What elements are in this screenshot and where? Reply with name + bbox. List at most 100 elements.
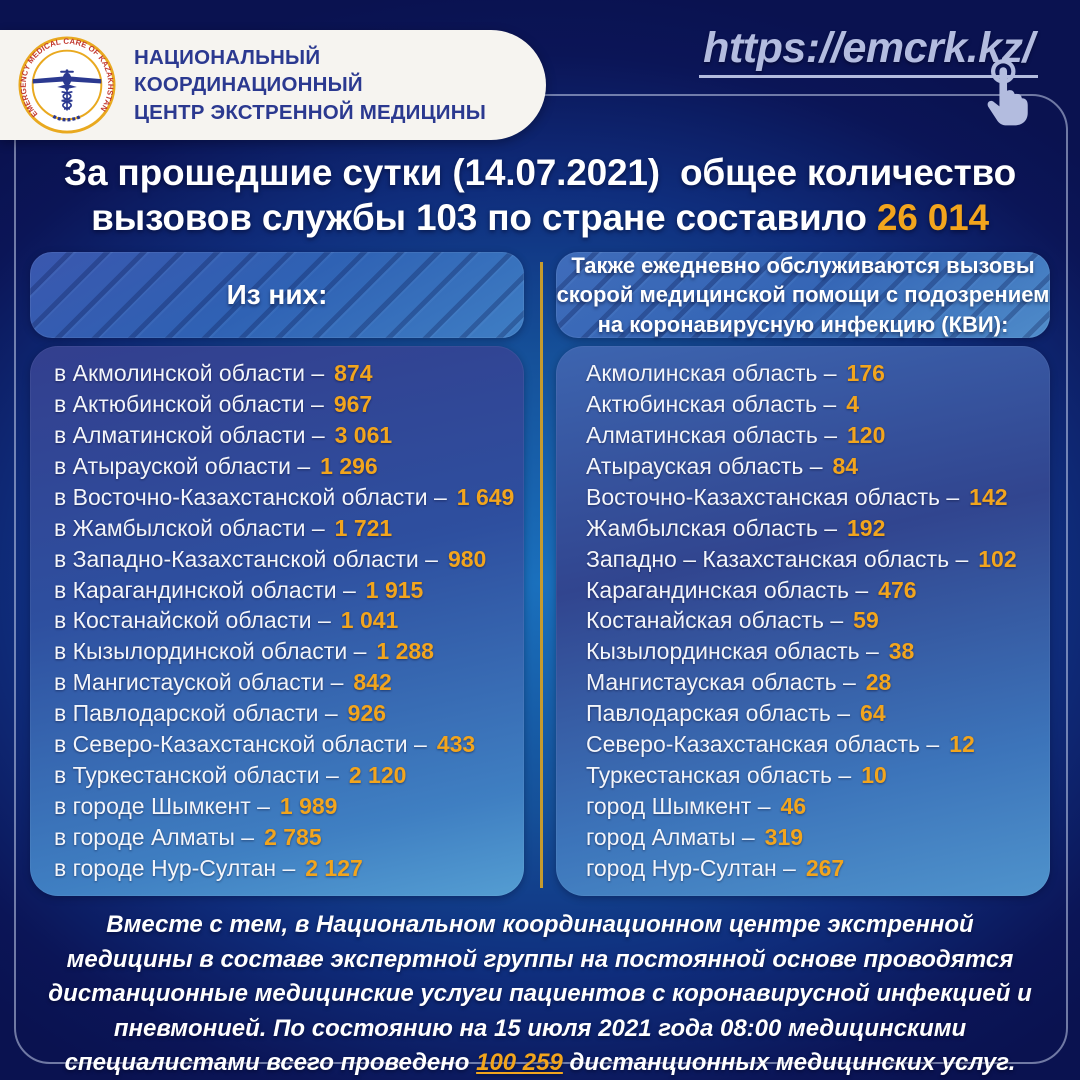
website-link[interactable]: https://emcrk.kz/ <box>699 24 1038 78</box>
org-name-line2: ЦЕНТР ЭКСТРЕННОЙ МЕДИЦИНЫ <box>134 100 486 124</box>
list-item: город Шымкент – 46 <box>586 791 1044 822</box>
region-label: в Жамбылской области – <box>54 514 325 541</box>
region-value: 319 <box>764 824 804 851</box>
right-panel-header-line1: Также ежедневно обслуживаются вызовы <box>571 253 1035 279</box>
left-panel-header: Из них: <box>30 252 524 338</box>
region-value: 4 <box>846 390 860 417</box>
region-label: в Кызылординской области – <box>54 638 367 665</box>
region-label: Западно – Казахстанская область – <box>586 545 969 572</box>
region-value: 2 785 <box>264 824 322 851</box>
list-item: Западно – Казахстанская область – 102 <box>586 544 1044 575</box>
title-line2-text: вызовов службы 103 по стране составило <box>91 197 877 239</box>
list-item: в Кызылординской области – 1 288 <box>54 636 518 667</box>
region-value: 1 296 <box>320 452 378 479</box>
list-item: Жамбылская область – 192 <box>586 513 1044 544</box>
region-value: 1 041 <box>340 607 399 634</box>
list-item: в Мангистауской области – 842 <box>54 667 518 698</box>
region-label: в Актюбинской области – <box>54 390 324 417</box>
title-line1: За прошедшие сутки (14.07.2021) общее ко… <box>64 152 1016 193</box>
region-label: в Мангистауской области – <box>54 669 344 696</box>
right-region-call-list: Акмолинская область – 176 Актюбинская об… <box>556 346 1050 896</box>
list-item: в Туркестанской области – 2 120 <box>54 760 518 791</box>
footer-note: Вместе с тем, в Национальном координацио… <box>40 908 1040 1080</box>
right-panel-header-line2: скорой медицинской помощи с подозрением <box>556 282 1050 308</box>
tap-hand-cursor-icon <box>987 59 1028 126</box>
list-item: в городе Алматы – 2 785 <box>54 822 518 853</box>
org-name: НАЦИОНАЛЬНЫЙ КООРДИНАЦИОННЫЙ ЦЕНТР ЭКСТР… <box>134 44 546 125</box>
list-item: Туркестанская область – 10 <box>586 760 1044 791</box>
list-item: в Павлодарской области – 926 <box>54 698 518 729</box>
region-value: 967 <box>333 390 373 417</box>
region-value: 176 <box>846 359 885 386</box>
region-label: Костанайская область – <box>586 607 844 634</box>
region-label: Актюбинская область – <box>586 390 837 417</box>
region-label: в Атырауской области – <box>54 452 311 479</box>
region-value: 874 <box>334 359 373 386</box>
list-item: Акмолинская область – 176 <box>586 358 1044 389</box>
region-label: Акмолинская область – <box>586 359 837 386</box>
list-item: в городе Нур-Султан – 2 127 <box>54 853 518 884</box>
list-item: в Северо-Казахстанской области – 433 <box>54 729 518 760</box>
region-value: 10 <box>861 762 887 789</box>
left-column: Из них: в Акмолинской области – 874 в Ак… <box>30 252 524 896</box>
right-panel-header-line3: на коронавирусную инфекцию (КВИ): <box>597 311 1009 337</box>
region-value: 12 <box>949 731 975 758</box>
region-value: 3 061 <box>334 421 393 448</box>
region-value: 267 <box>805 854 845 881</box>
list-item: Северо-Казахстанская область – 12 <box>586 729 1044 760</box>
title-line2: вызовов службы 103 по стране составило 2… <box>0 195 1080 240</box>
list-item: Актюбинская область – 4 <box>586 389 1044 420</box>
list-item: в Алматинской области – 3 061 <box>54 420 518 451</box>
region-value: 38 <box>888 638 915 665</box>
region-label: город Нур-Султан – <box>586 854 796 881</box>
region-value: 476 <box>878 576 917 603</box>
remote-services-total: 100 259 <box>476 1049 563 1077</box>
region-label: Жамбылская область – <box>586 514 838 541</box>
list-item: Восточно-Казахстанская область – 142 <box>586 482 1044 513</box>
page-title: За прошедшие сутки (14.07.2021) общее ко… <box>0 150 1080 240</box>
list-item: Кызылординская область – 38 <box>586 636 1044 667</box>
list-item: в Восточно-Казахстанской области – 1 649 <box>54 482 518 513</box>
region-label: Атырауская область – <box>586 452 823 479</box>
left-panel-header-text: Из них: <box>226 279 328 310</box>
region-label: Карагандинская область – <box>586 576 869 603</box>
region-label: Мангистауская область – <box>586 669 856 696</box>
region-value: 102 <box>978 545 1017 572</box>
region-label: в Восточно-Казахстанской области – <box>54 483 447 510</box>
list-item: Атырауская область – 84 <box>586 451 1044 482</box>
region-value: 120 <box>847 421 886 448</box>
region-label: в городе Шымкент – <box>54 793 270 820</box>
region-value: 46 <box>780 793 807 820</box>
website-link-wrap: https://emcrk.kz/ <box>699 24 1038 78</box>
region-value: 2 127 <box>305 854 363 881</box>
list-item: Карагандинская область – 476 <box>586 575 1044 606</box>
org-name-line1: НАЦИОНАЛЬНЫЙ КООРДИНАЦИОННЫЙ <box>134 46 363 97</box>
list-item: в Западно-Казахстанской области – 980 <box>54 544 518 575</box>
list-item: Мангистауская область – 28 <box>586 667 1044 698</box>
list-item: город Нур-Султан – 267 <box>586 853 1044 884</box>
list-item: в Карагандинской области – 1 915 <box>54 575 518 606</box>
footer-text-before: Вместе с тем, в Национальном координацио… <box>48 911 1032 1077</box>
region-value: 1 649 <box>456 483 515 510</box>
list-item: Алматинская область – 120 <box>586 420 1044 451</box>
region-value: 28 <box>865 669 892 696</box>
region-value: 1 989 <box>279 793 338 820</box>
region-value: 84 <box>832 452 859 479</box>
emergency-medical-care-logo-icon: EMERGENCY MEDICAL CARE OF KAZAKHSTAN <box>18 36 116 134</box>
region-label: город Шымкент – <box>586 793 771 820</box>
total-calls-value: 26 014 <box>876 197 989 239</box>
footer-text-after: дистанционных медицинских услуг. <box>562 1049 1016 1077</box>
region-label: Северо-Казахстанская область – <box>586 731 940 758</box>
region-label: в Алматинской области – <box>54 421 325 448</box>
list-item: в Костанайской области – 1 041 <box>54 606 518 637</box>
region-label: в Павлодарской области – <box>54 700 338 727</box>
logo-ornament <box>52 114 82 122</box>
left-region-call-list: в Акмолинской области – 874 в Актюбинско… <box>30 346 524 896</box>
region-label: в Северо-Казахстанской области – <box>54 731 427 758</box>
region-label: в Карагандинской области – <box>54 576 356 603</box>
list-item: в Актюбинской области – 967 <box>54 389 518 420</box>
region-value: 926 <box>347 700 387 727</box>
airplane-icon <box>32 69 102 89</box>
list-item: в городе Шымкент – 1 989 <box>54 791 518 822</box>
